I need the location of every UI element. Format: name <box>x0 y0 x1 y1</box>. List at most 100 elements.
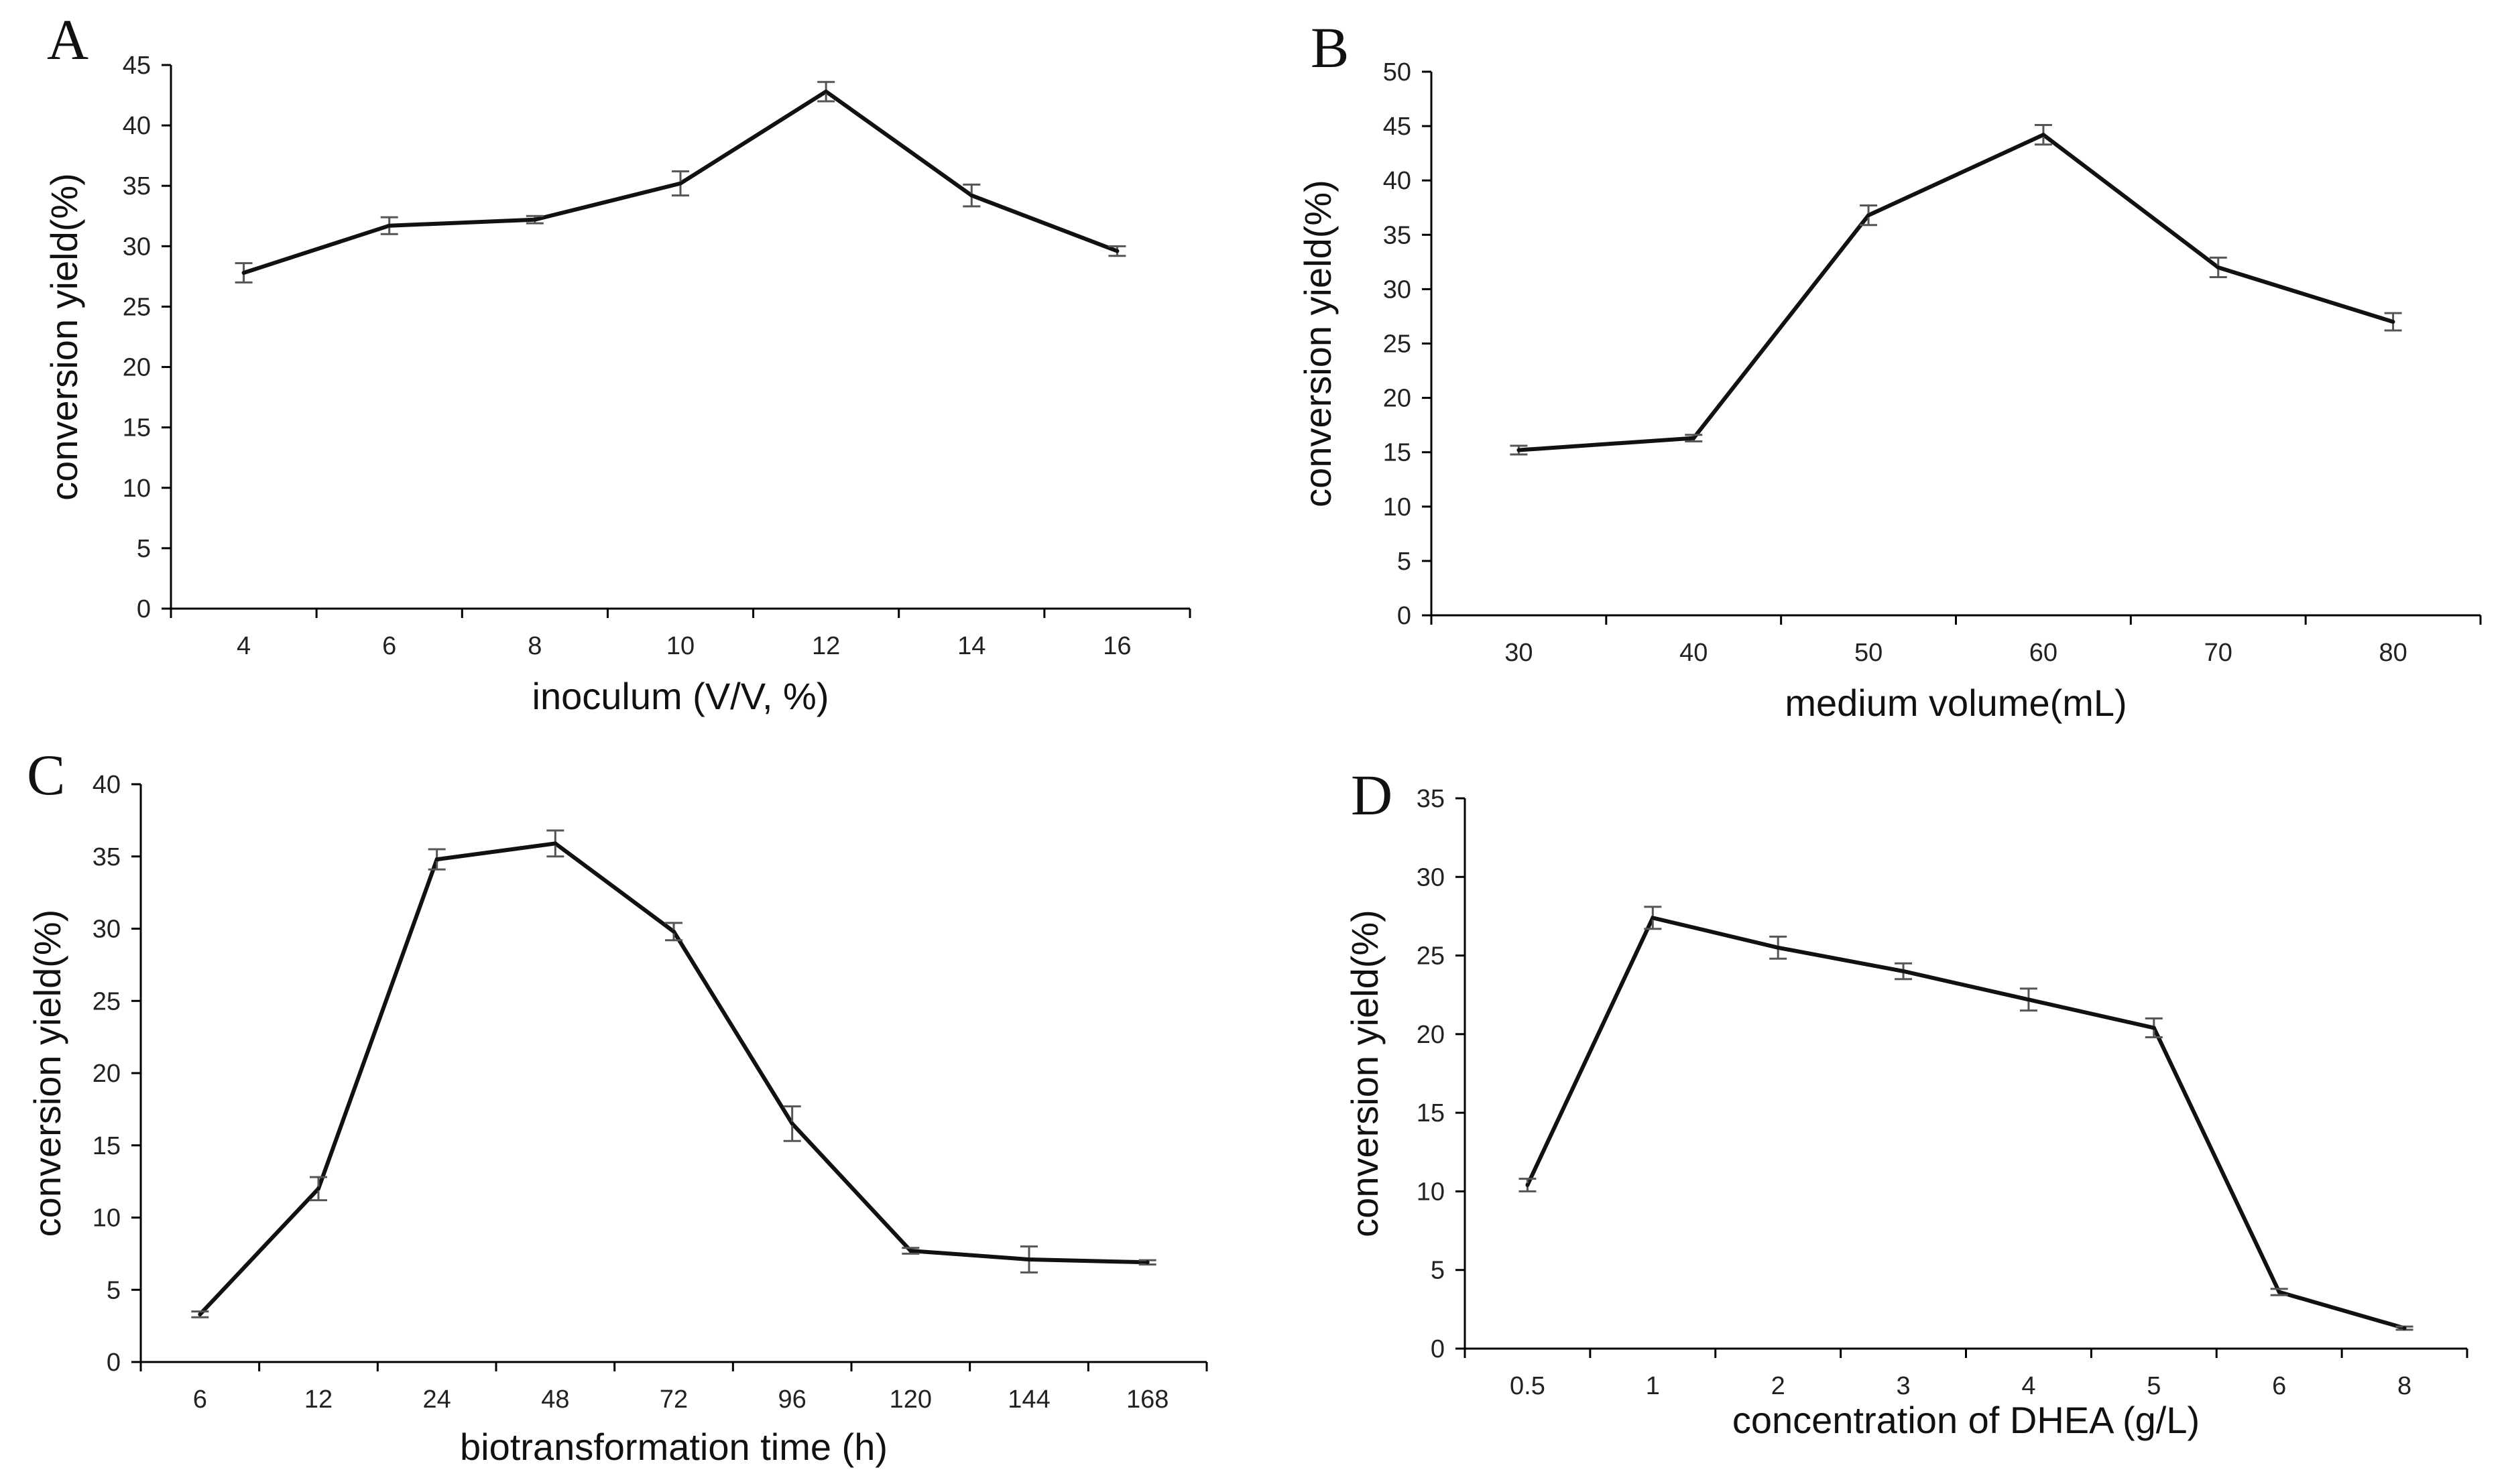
chart-d-y-tick-label: 25 <box>1417 942 1445 971</box>
chart-d-x-axis-title: concentration of DHEA (g/L) <box>1732 1399 2200 1441</box>
chart-a-y-tick-label: 5 <box>137 535 151 563</box>
chart-d-data-point <box>1651 916 1655 920</box>
chart-c-data-point <box>790 1121 794 1126</box>
chart-b-data-point <box>2041 133 2045 137</box>
chart-c-x-tick-label: 144 <box>1008 1385 1050 1414</box>
chart-b-y-tick-label: 30 <box>1383 275 1411 304</box>
chart-d-data-point <box>2026 997 2031 1002</box>
chart-d-x-tick-label: 1 <box>1646 1372 1660 1400</box>
chart-d-y-tick-label: 5 <box>1431 1257 1445 1285</box>
chart-a-y-tick-label: 45 <box>123 52 151 80</box>
chart-c-x-tick-label: 168 <box>1126 1385 1169 1414</box>
chart-b-y-tick-label: 40 <box>1383 167 1411 195</box>
chart-c-x-tick-label: 120 <box>890 1385 932 1414</box>
chart-d-y-tick-label: 10 <box>1417 1178 1445 1206</box>
chart-b-y-tick-label: 20 <box>1383 385 1411 413</box>
chart-c-y-tick-label: 40 <box>93 771 121 799</box>
chart-b-x-tick-label: 80 <box>2379 639 2407 667</box>
chart-c-x-tick-label: 6 <box>193 1385 207 1414</box>
chart-c-y-tick-label: 30 <box>93 916 121 944</box>
chart-c-data-point <box>672 929 676 934</box>
chart-b-series-line <box>1518 132 2394 452</box>
chart-b-panel-letter: B <box>1311 15 1349 80</box>
chart-b-y-tick-label: 10 <box>1383 493 1411 521</box>
chart-c: C 0 5 10 15 20 25 30 35 40 6 12 24 48 72 96 120 144 168 bio… <box>26 743 1208 1468</box>
chart-a-y-tick-label: 20 <box>123 354 151 382</box>
chart-a-x-tick-label: 4 <box>237 632 251 660</box>
chart-a-data-point <box>241 270 246 275</box>
chart-a-x-tick-label: 12 <box>812 632 840 660</box>
chart-a: A 0 5 10 15 20 25 30 35 40 45 4 6 8 10 12 14 16 inoculum (… <box>43 7 1191 717</box>
chart-c-x-tick-label: 24 <box>423 1385 451 1414</box>
chart-a-y-tick-label: 40 <box>123 112 151 140</box>
chart-d: D 0 5 10 15 20 25 30 35 0.5 1 2 3 4 5 6 8 concentration o… <box>1343 763 2468 1441</box>
chart-a-y-tick-label: 10 <box>123 475 151 503</box>
chart-c-panel-letter: C <box>27 743 65 807</box>
chart-a-y-tick-label: 0 <box>137 595 151 623</box>
chart-c-y-tick-label: 25 <box>93 987 121 1015</box>
chart-b-data-point <box>2391 320 2395 324</box>
chart-d-y-tick-label: 30 <box>1417 863 1445 891</box>
chart-c-x-tick-label: 72 <box>660 1385 688 1414</box>
chart-d-x-tick-label: 0.5 <box>1510 1372 1545 1400</box>
chart-a-x-axis-title: inoculum (V/V, %) <box>532 675 829 717</box>
chart-b-x-tick-label: 40 <box>1679 639 1708 667</box>
chart-d-x-tick-label: 5 <box>2147 1372 2161 1400</box>
chart-d-series-line <box>1525 915 2405 1331</box>
chart-c-series-line <box>198 841 1148 1316</box>
chart-a-panel-letter: A <box>47 7 88 72</box>
chart-b-x-tick-label: 60 <box>2029 639 2057 667</box>
chart-b-y-tick-label: 15 <box>1383 439 1411 467</box>
chart-d-data-point <box>1776 945 1781 950</box>
chart-c-y-tick-label: 5 <box>107 1276 121 1304</box>
chart-b-data-point <box>1516 448 1521 452</box>
chart-d-data-point <box>1901 969 1906 974</box>
chart-a-x-tick-label: 8 <box>528 632 542 660</box>
chart-a-y-tick-label: 35 <box>123 172 151 200</box>
chart-a-data-point <box>1115 249 1120 253</box>
chart-b-x-tick-label: 30 <box>1504 639 1533 667</box>
chart-c-x-tick-label: 12 <box>304 1385 333 1414</box>
chart-b-x-axis-title: medium volume(mL) <box>1785 682 2127 724</box>
chart-d-y-tick-label: 15 <box>1417 1099 1445 1127</box>
chart-a-data-point <box>969 193 974 198</box>
chart-d-panel-letter: D <box>1351 763 1392 827</box>
chart-d-data-point <box>2402 1326 2407 1331</box>
chart-c-x-tick-label: 48 <box>541 1385 569 1414</box>
chart-a-x-tick-label: 16 <box>1103 632 1131 660</box>
chart-d-y-axis-title: conversion yield(%) <box>1343 910 1386 1237</box>
chart-a-x-tick-label: 10 <box>666 632 695 660</box>
chart-c-data-point <box>553 841 558 846</box>
chart-d-data-point <box>1525 1183 1530 1188</box>
chart-c-data-point <box>1145 1260 1150 1265</box>
chart-b-y-axis-title: conversion yield(%) <box>1297 180 1339 507</box>
chart-d-data-point <box>2277 1290 2281 1294</box>
chart-b-y-tick-label: 25 <box>1383 330 1411 359</box>
chart-a-y-tick-label: 15 <box>123 414 151 442</box>
chart-b-data-point <box>2216 265 2220 269</box>
chart-b-y-tick-label: 45 <box>1383 113 1411 141</box>
chart-c-x-tick-label: 96 <box>778 1385 807 1414</box>
chart-c-y-tick-label: 15 <box>93 1132 121 1160</box>
chart-a-data-point <box>678 181 682 186</box>
chart-b-data-point <box>1866 213 1871 218</box>
chart-d-y-tick-label: 35 <box>1417 785 1445 813</box>
chart-a-x-tick-label: 6 <box>382 632 396 660</box>
chart-c-data-point <box>198 1312 202 1316</box>
chart-c-data-point <box>316 1186 320 1191</box>
chart-b-x-tick-label: 50 <box>1854 639 1883 667</box>
chart-d-y-tick-label: 20 <box>1417 1021 1445 1049</box>
chart-d-x-tick-label: 8 <box>2397 1372 2411 1400</box>
chart-c-data-point <box>1027 1257 1031 1261</box>
chart-d-y-tick-label: 0 <box>1431 1335 1445 1363</box>
chart-b: B 0 5 10 15 20 25 30 35 40 45 50 30 40 50 60 70 80 medium … <box>1297 15 2482 724</box>
chart-b-y-tick-label: 50 <box>1383 58 1411 86</box>
chart-a-data-point <box>532 217 537 222</box>
chart-c-data-point <box>908 1249 913 1253</box>
chart-c-y-tick-label: 0 <box>107 1349 121 1377</box>
chart-b-y-tick-label: 5 <box>1397 548 1411 576</box>
chart-d-x-tick-label: 4 <box>2021 1372 2035 1400</box>
chart-a-y-tick-label: 25 <box>123 293 151 321</box>
chart-b-y-tick-label: 35 <box>1383 221 1411 249</box>
